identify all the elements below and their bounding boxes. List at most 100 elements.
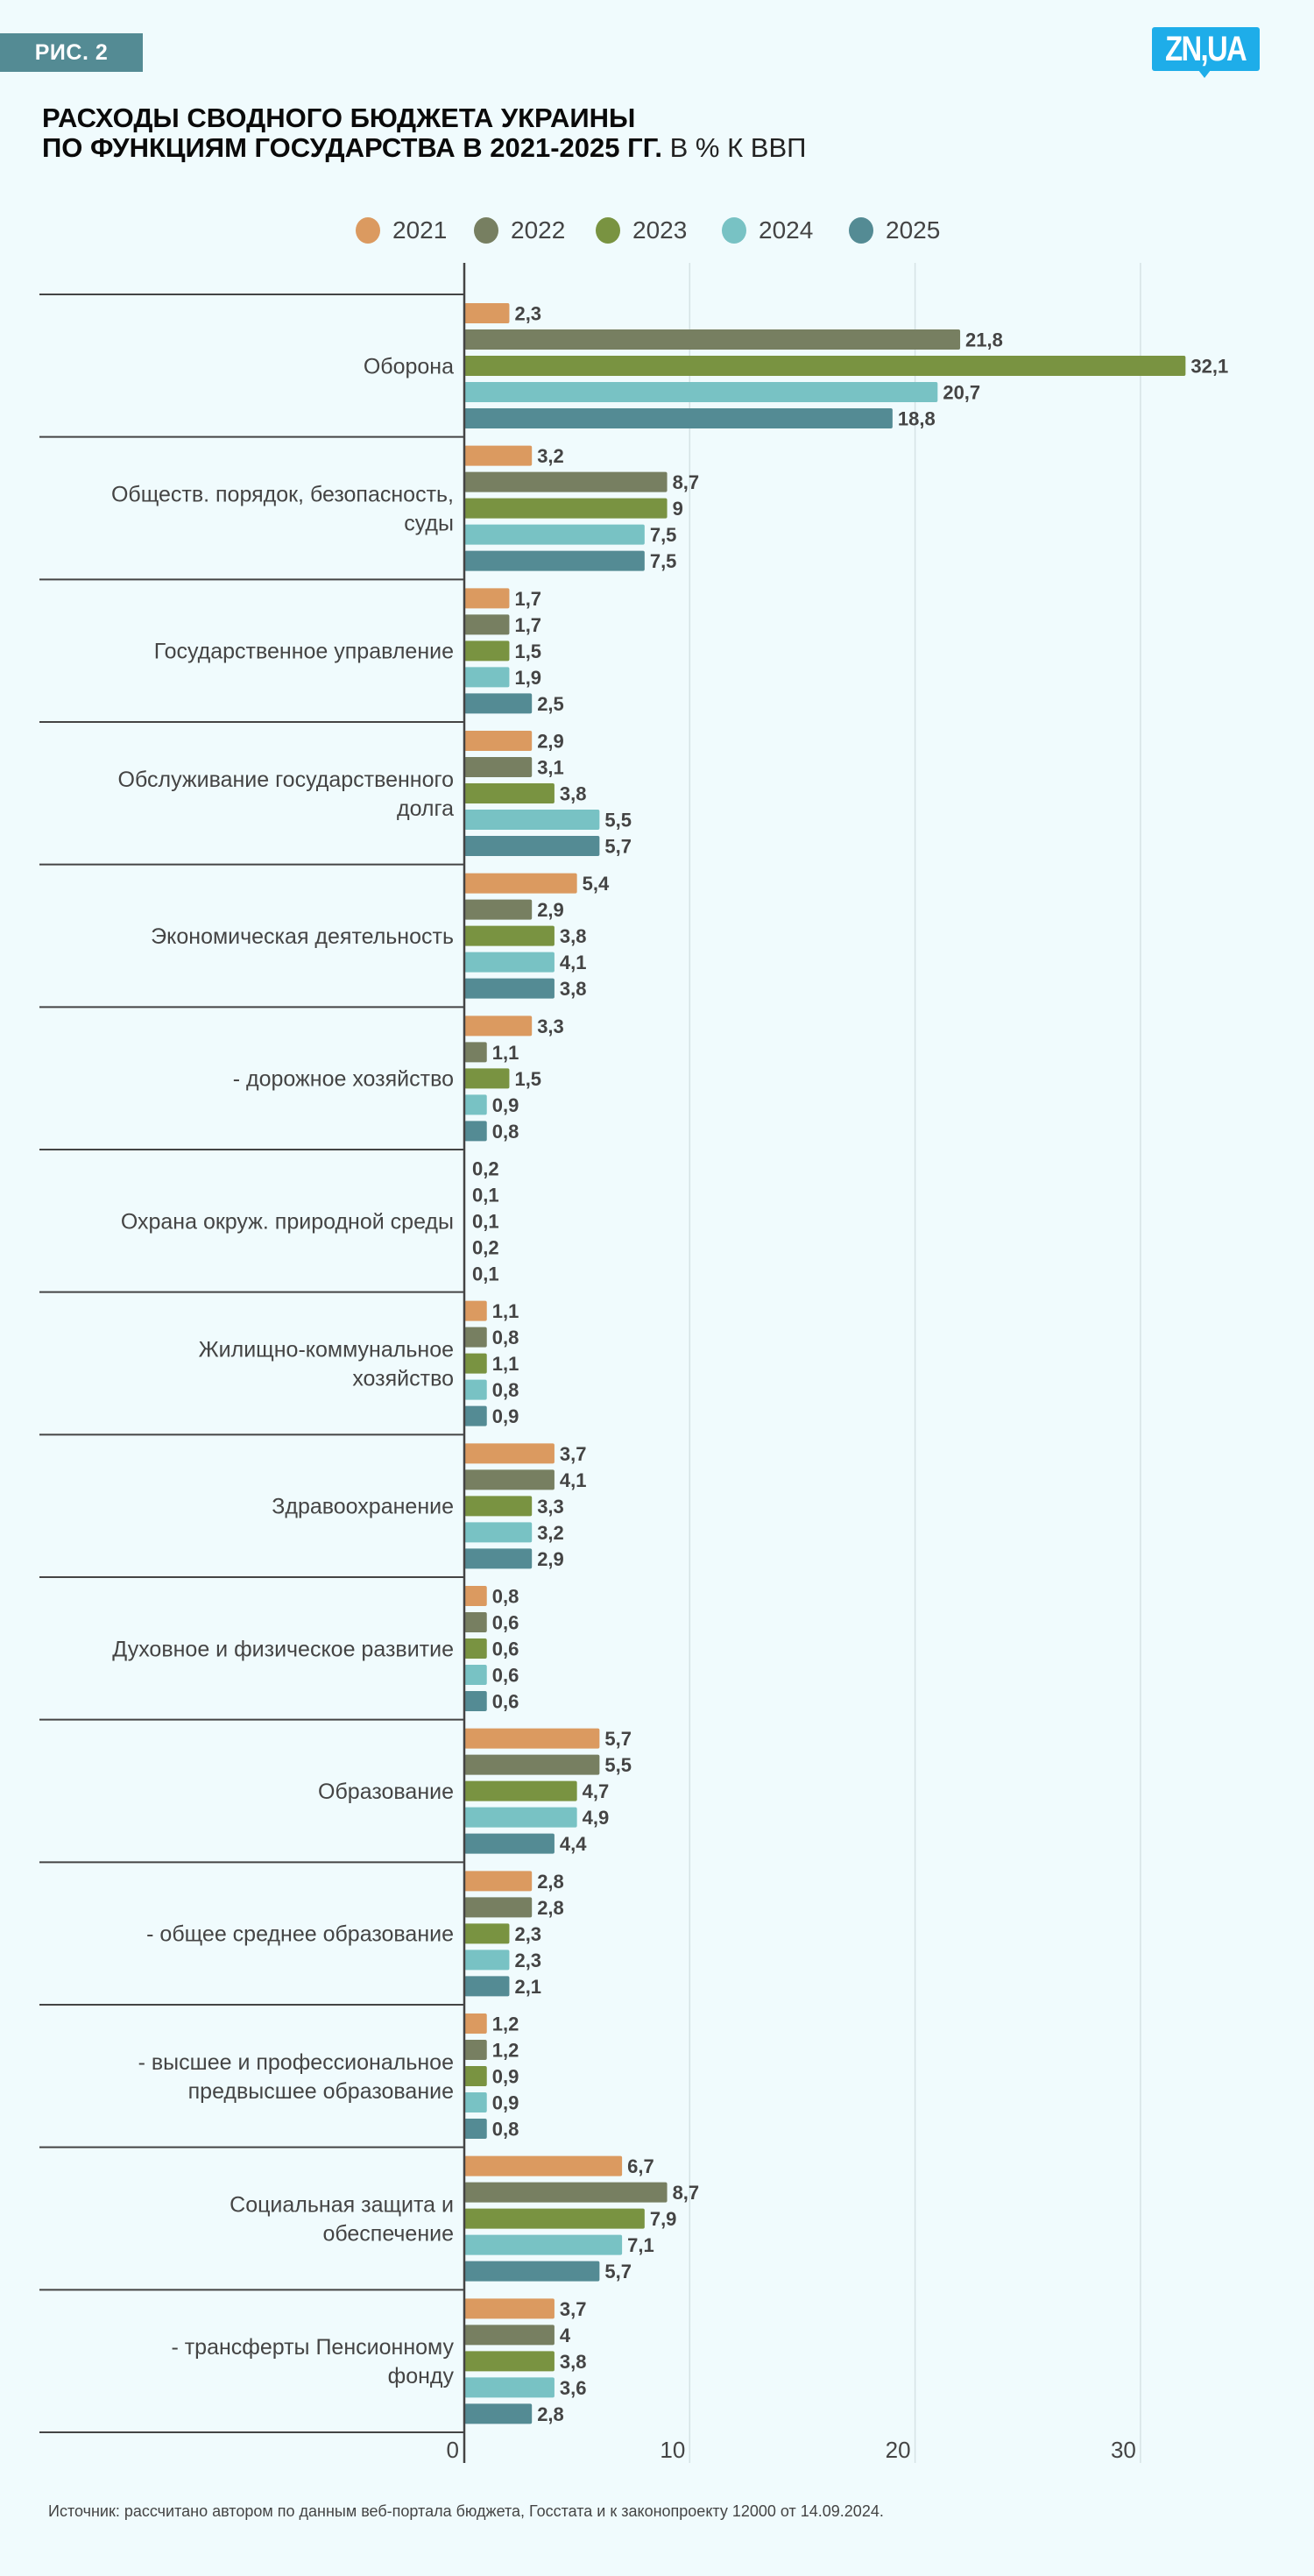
bar-2023: [464, 640, 510, 662]
bar-2021: [464, 873, 577, 894]
x-tick-label: 20: [886, 2437, 911, 2463]
value-label-2021: 5,7: [604, 1728, 632, 1750]
value-label-2022: 8,7: [673, 471, 700, 493]
bar-2023: [464, 1780, 577, 1801]
bar-2023: [464, 1638, 487, 1659]
value-label-2025: 2,9: [537, 1548, 564, 1570]
category-label-line: Обществ. порядок, безопасность,: [111, 483, 454, 507]
bar-2022: [464, 329, 961, 350]
bar-2025: [464, 1121, 487, 1142]
value-label-2025: 4,4: [560, 1833, 587, 1855]
category-label-line: предвысшее образование: [188, 2079, 454, 2104]
category-label-line: - общее среднее образование: [146, 1922, 454, 1947]
bar-2025: [464, 1548, 533, 1569]
legend-item-2022: 2022: [474, 216, 565, 245]
bar-2021: [464, 588, 510, 609]
value-label-2023: 3,8: [560, 2351, 587, 2373]
bar-2025: [464, 1405, 487, 1426]
category-label: - дорожное хозяйство: [233, 1067, 454, 1092]
value-label-2025: 3,8: [560, 978, 587, 1000]
bar-2024: [464, 1665, 487, 1685]
bar-2022: [464, 757, 533, 777]
value-label-2025: 5,7: [604, 836, 632, 858]
bar-2023: [464, 2208, 645, 2229]
value-label-2022: 21,8: [965, 329, 1003, 351]
value-label-2022: 5,5: [604, 1754, 632, 1776]
bar-2024: [464, 810, 600, 830]
figure-badge-label: РИС. 2: [34, 39, 109, 65]
chart-title: РАСХОДЫ СВОДНОГО БЮДЖЕТА УКРАИНЫ ПО ФУНК…: [42, 103, 806, 163]
category-label: Охрана окруж. природной среды: [121, 1209, 454, 1234]
value-label-2022: 1,7: [514, 614, 541, 636]
zn-ua-logo[interactable]: ZN,UA: [1152, 27, 1260, 71]
bar-2022: [464, 471, 668, 492]
bar-2024: [464, 667, 510, 688]
logo-text: ZN,UA: [1165, 29, 1247, 68]
category-label-line: - дорожное хозяйство: [233, 1067, 454, 1092]
category-label-line: Государственное управление: [154, 640, 454, 664]
category-label-line: хозяйство: [352, 1367, 454, 1391]
bar-2025: [464, 2261, 600, 2282]
value-label-2025: 18,8: [898, 408, 936, 430]
category-label-line: Оборона: [364, 354, 454, 379]
value-label-2021: 0,8: [492, 1586, 519, 1608]
bar-2025: [464, 1976, 510, 1997]
value-label-2025: 5,7: [604, 2261, 632, 2282]
value-label-2023: 0,9: [492, 2066, 519, 2088]
category-label-line: - трансферты Пенсионному: [171, 2335, 454, 2360]
category-label-line: Обслуживание государственного: [118, 768, 454, 792]
value-label-2024: 0,9: [492, 2092, 519, 2114]
category-label: Социальная защита и обеспечение: [230, 2193, 454, 2247]
legend-dot-icon: [474, 217, 498, 244]
value-label-2021: 2,8: [537, 1871, 564, 1893]
value-label-2022: 4: [560, 2325, 571, 2346]
value-label-2022: 0,1: [472, 1185, 499, 1207]
bar-2025: [464, 693, 533, 714]
value-label-2022: 0,6: [492, 1612, 519, 1634]
legend-dot-icon: [849, 217, 873, 244]
bar-2025: [464, 978, 555, 999]
legend-dot-icon: [356, 217, 380, 244]
bar-2024: [464, 1379, 487, 1400]
value-label-2024: 4,1: [560, 952, 587, 973]
chart-legend: 2021 2022 2023 2024 2025: [0, 216, 1314, 245]
value-label-2024: 4,9: [583, 1807, 610, 1829]
source-note: Источник: рассчитано автором по данным в…: [48, 2502, 884, 2520]
category-label-line: суды: [404, 512, 454, 536]
bar-2021: [464, 2013, 487, 2034]
value-label-2025: 2,1: [514, 1976, 541, 1998]
x-tick-label: 10: [660, 2437, 685, 2463]
value-label-2021: 0,2: [472, 1158, 499, 1180]
value-label-2025: 0,8: [492, 2119, 519, 2141]
value-label-2025: 0,8: [492, 1121, 519, 1143]
bar-2022: [464, 614, 510, 635]
bar-2022: [464, 1612, 487, 1632]
bar-2024: [464, 952, 555, 973]
value-label-2023: 2,3: [514, 1923, 541, 1945]
legend-item-2025: 2025: [849, 216, 940, 245]
value-label-2024: 3,2: [537, 1522, 564, 1544]
value-label-2024: 0,6: [492, 1665, 519, 1687]
bar-2025: [464, 2403, 533, 2424]
bar-2022: [464, 2325, 555, 2346]
category-label: Образование: [318, 1780, 454, 1804]
bar-2022: [464, 1327, 487, 1348]
bar-2024: [464, 1094, 487, 1115]
category-label: - общее среднее образование: [146, 1922, 454, 1947]
value-label-2024: 0,8: [492, 1379, 519, 1401]
legend-item-2024: 2024: [722, 216, 813, 245]
bar-2025: [464, 1833, 555, 1854]
bar-2021: [464, 303, 510, 323]
legend-label: 2022: [511, 216, 566, 244]
bar-2021: [464, 1586, 487, 1606]
value-label-2024: 0,9: [492, 1094, 519, 1116]
value-label-2021: 1,7: [514, 588, 541, 610]
bar-2022: [464, 2182, 668, 2203]
value-label-2023: 32,1: [1190, 356, 1228, 378]
legend-label: 2025: [886, 216, 941, 244]
value-label-2022: 1,1: [492, 1042, 519, 1064]
chart-title-line-1: РАСХОДЫ СВОДНОГО БЮДЖЕТА УКРАИНЫ: [42, 103, 636, 133]
value-label-2023: 3,8: [560, 925, 587, 947]
category-label-line: - высшее и профессиональное: [138, 2050, 454, 2075]
